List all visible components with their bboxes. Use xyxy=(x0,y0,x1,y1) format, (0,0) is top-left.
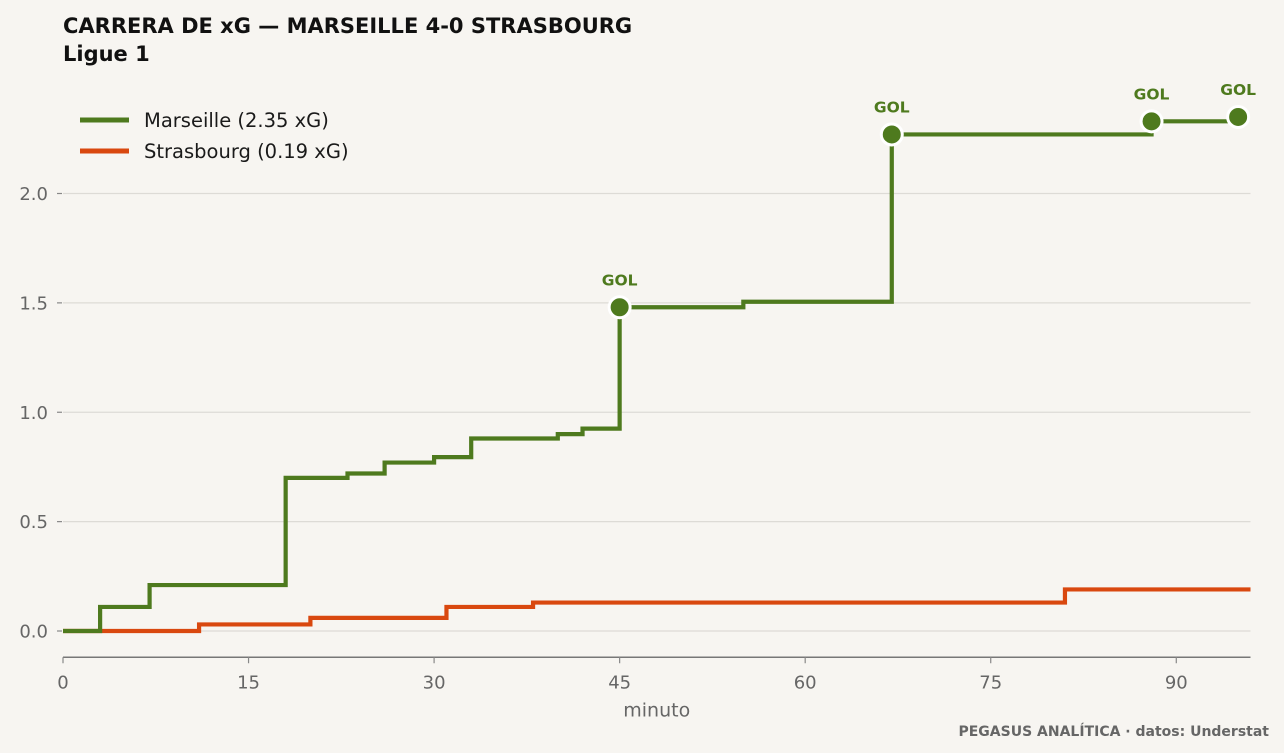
x-tick-label: 45 xyxy=(608,672,631,693)
series-line-marseille xyxy=(63,116,1241,634)
series-line-strasbourg xyxy=(63,587,1251,634)
legend-entry: Strasbourg (0.19 xG) xyxy=(144,140,349,163)
chart-title-main: CARRERA DE xG — MARSEILLE 4-0 STRASBOURG xyxy=(63,14,633,38)
y-tick-label: 1.5 xyxy=(19,293,48,314)
goal-marker xyxy=(879,122,904,147)
axes-layer: 0.0 0.5 1.0 1.5 2.0 0 15 30 45 60 75 90 xyxy=(19,184,1251,693)
legend-entry: Marseille (2.35 xG) xyxy=(144,109,329,132)
series-layer: GOL GOL GOL GOL xyxy=(63,81,1256,634)
goal-marker xyxy=(1139,109,1164,134)
goal-marker xyxy=(607,295,632,320)
y-tick-label: 1.0 xyxy=(19,403,48,424)
y-tick-label: 0.5 xyxy=(19,512,48,533)
x-tick-label: 90 xyxy=(1165,672,1188,693)
goal-label: GOL xyxy=(602,271,638,289)
x-tick-label: 75 xyxy=(979,672,1002,693)
goal-label: GOL xyxy=(1220,81,1256,99)
y-tick-label: 0.0 xyxy=(19,622,48,643)
goal-label: GOL xyxy=(874,98,910,116)
x-axis-label: minuto xyxy=(623,699,690,721)
goal-marker xyxy=(1226,104,1251,129)
legend: Marseille (2.35 xG) Strasbourg (0.19 xG) xyxy=(80,109,349,163)
x-tick-label: 15 xyxy=(237,672,260,693)
grid-layer xyxy=(63,192,1251,632)
source-note: PEGASUS ANALÍTICA · datos: Understat xyxy=(958,723,1269,740)
chart-title-league: Ligue 1 xyxy=(63,42,150,66)
y-tick-label: 2.0 xyxy=(19,184,48,205)
goal-label: GOL xyxy=(1134,85,1170,103)
x-tick-label: 0 xyxy=(57,672,68,693)
chart-title: CARRERA DE xG — MARSEILLE 4-0 STRASBOURG… xyxy=(63,12,632,68)
x-tick-label: 60 xyxy=(794,672,817,693)
x-tick-label: 30 xyxy=(423,672,446,693)
